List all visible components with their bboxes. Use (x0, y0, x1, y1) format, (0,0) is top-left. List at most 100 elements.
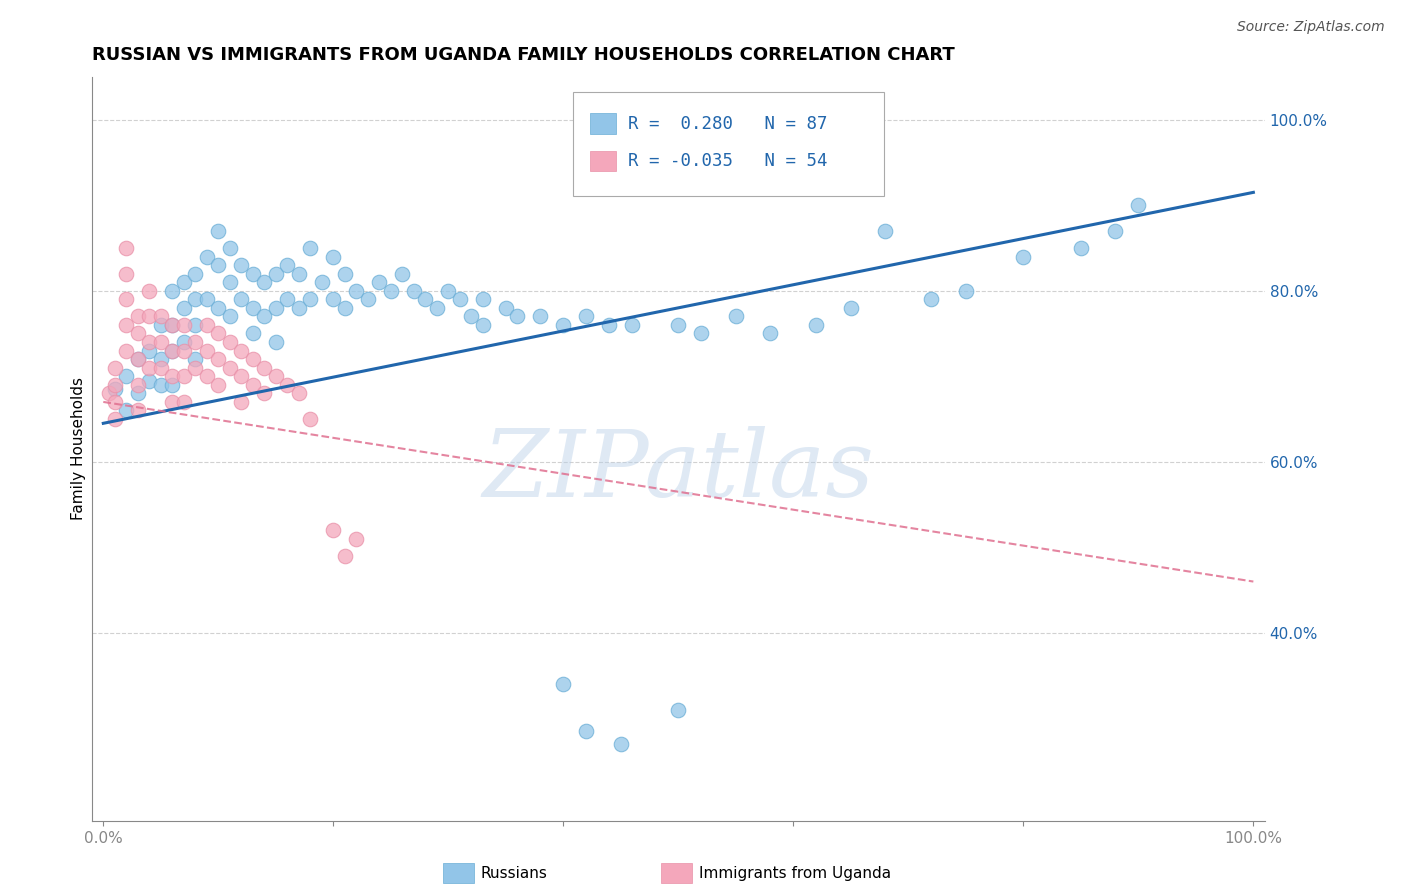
Point (127, 310, 149, 324)
Point (195, 293, 218, 307)
Point (471, 318, 494, 332)
Point (759, 326, 782, 341)
Point (344, 532, 367, 546)
Point (195, 318, 218, 332)
Point (1012, 250, 1035, 264)
Point (149, 310, 172, 324)
Point (218, 334, 240, 349)
Point (288, 301, 311, 315)
Point (218, 275, 240, 289)
Point (207, 352, 229, 367)
Point (253, 310, 276, 324)
Point (115, 369, 138, 384)
Point (666, 703, 689, 717)
Point (242, 352, 264, 367)
Point (138, 284, 160, 298)
Point (149, 377, 172, 392)
Point (253, 386, 276, 401)
Point (920, 293, 942, 307)
Point (333, 267, 356, 281)
Point (173, 369, 195, 384)
Point (104, 377, 127, 392)
Point (218, 310, 240, 324)
Point (115, 403, 138, 417)
Point (127, 352, 149, 367)
Point (115, 293, 138, 307)
Point (242, 377, 264, 392)
Point (207, 224, 229, 238)
Point (529, 310, 551, 324)
Point (495, 301, 517, 315)
Point (162, 395, 184, 409)
Point (162, 318, 184, 332)
Point (1104, 224, 1126, 238)
Point (666, 318, 689, 332)
Point (127, 352, 149, 367)
Point (357, 293, 380, 307)
Point (207, 377, 229, 392)
Point (127, 403, 149, 417)
Point (402, 284, 425, 298)
Point (231, 395, 253, 409)
Point (460, 310, 482, 324)
Point (299, 412, 322, 426)
Point (231, 293, 253, 307)
Point (184, 334, 207, 349)
Point (506, 310, 529, 324)
Point (173, 343, 195, 358)
Point (104, 395, 127, 409)
Point (264, 369, 287, 384)
Point (621, 318, 644, 332)
Point (1070, 241, 1092, 255)
Point (173, 334, 195, 349)
FancyBboxPatch shape (572, 92, 883, 196)
Point (104, 382, 127, 396)
Point (218, 360, 240, 375)
Point (368, 275, 391, 289)
Point (149, 334, 172, 349)
Point (231, 369, 253, 384)
Point (195, 369, 218, 384)
Point (162, 318, 184, 332)
Point (253, 275, 276, 289)
Point (162, 284, 184, 298)
Point (276, 258, 298, 272)
Point (276, 377, 298, 392)
Text: Immigrants from Uganda: Immigrants from Uganda (699, 866, 891, 880)
Point (184, 267, 207, 281)
Point (299, 293, 322, 307)
Point (575, 724, 598, 739)
Point (690, 326, 713, 341)
Point (553, 677, 575, 691)
Point (127, 386, 149, 401)
Text: R = -0.035   N = 54: R = -0.035 N = 54 (628, 152, 827, 170)
Point (724, 310, 747, 324)
Point (162, 377, 184, 392)
Point (149, 360, 172, 375)
Point (875, 224, 897, 238)
Point (138, 343, 160, 358)
Point (104, 412, 127, 426)
Point (575, 310, 598, 324)
Point (344, 284, 367, 298)
Point (253, 360, 276, 375)
Point (184, 293, 207, 307)
Point (184, 360, 207, 375)
Point (115, 318, 138, 332)
Text: R =  0.280   N = 87: R = 0.280 N = 87 (628, 115, 827, 133)
Point (195, 343, 218, 358)
Point (380, 284, 402, 298)
Point (264, 267, 287, 281)
Point (138, 360, 160, 375)
Point (276, 293, 298, 307)
Point (242, 267, 264, 281)
Y-axis label: Family Households: Family Households (72, 377, 86, 520)
Point (149, 352, 172, 367)
Point (184, 352, 207, 367)
Point (322, 250, 344, 264)
Point (115, 267, 138, 281)
Point (598, 318, 620, 332)
Point (553, 318, 575, 332)
Point (839, 301, 862, 315)
Point (173, 275, 195, 289)
